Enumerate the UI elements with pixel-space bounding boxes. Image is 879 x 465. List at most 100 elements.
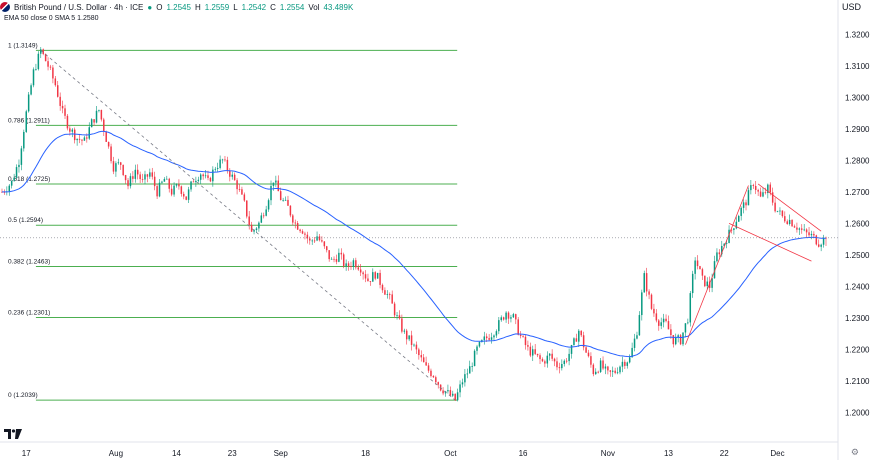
candle-body: [493, 335, 495, 338]
candle-body: [342, 254, 345, 266]
candle-body: [124, 175, 127, 181]
candle-body: [187, 189, 190, 200]
candle-body: [776, 210, 779, 212]
candle-body: [619, 366, 621, 373]
candle-body: [473, 350, 476, 367]
candle-body: [364, 274, 367, 279]
candle-body: [495, 331, 498, 336]
candle-body: [241, 189, 243, 195]
candle-body: [636, 335, 638, 339]
candle-body: [401, 318, 403, 332]
candle-body: [696, 260, 699, 267]
chart-header: British Pound / U.S. Dollar · 4h · ICE ●…: [0, 0, 353, 14]
candle-body: [454, 393, 456, 401]
high-label: H: [194, 2, 201, 12]
candle-body: [747, 190, 750, 206]
candle-body: [287, 199, 289, 206]
candle-body: [633, 338, 636, 348]
open-label: O: [156, 2, 163, 12]
candle-body: [316, 236, 318, 241]
candle-body: [510, 317, 512, 319]
candle-body: [376, 272, 379, 279]
candle-body: [628, 357, 631, 363]
candle-body: [20, 148, 23, 165]
candle-body: [587, 352, 590, 357]
candle-body: [793, 226, 796, 228]
candle-body: [389, 294, 391, 295]
candle-body: [243, 194, 246, 201]
x-tick-label: 13: [664, 449, 673, 458]
candle-body: [23, 131, 25, 149]
candle-body: [129, 176, 132, 187]
channel-lower-line: [728, 222, 812, 262]
candle-body: [517, 319, 519, 335]
candle-body: [435, 377, 437, 383]
candle-body: [76, 138, 78, 141]
candle-body: [78, 138, 81, 140]
candle-body: [721, 245, 723, 255]
candle-body: [158, 182, 161, 197]
candle-body: [40, 49, 42, 54]
candle-body: [658, 320, 660, 326]
candle-body: [25, 111, 27, 132]
candle-body: [459, 384, 461, 393]
candle-body: [37, 53, 40, 70]
candle-body: [534, 349, 536, 354]
candle-body: [393, 303, 396, 316]
candle-body: [333, 258, 335, 260]
candle-body: [202, 174, 204, 177]
candle-body: [515, 314, 517, 320]
candle-body: [90, 119, 93, 128]
x-tick-label: Oct: [444, 449, 457, 458]
candle-body: [810, 233, 813, 236]
candle-body: [478, 342, 481, 347]
candle-body: [519, 334, 522, 336]
currency-label[interactable]: USD: [841, 2, 861, 12]
candle-body: [321, 240, 323, 242]
candle-body: [246, 200, 248, 217]
candle-body: [183, 193, 185, 197]
x-tick-label: Aug: [109, 449, 123, 458]
candle-body: [81, 139, 83, 141]
candle-body: [585, 347, 587, 353]
candle-body: [573, 338, 575, 346]
candle-body: [330, 258, 333, 260]
candle-body: [558, 367, 561, 369]
candle-body: [161, 181, 163, 183]
y-tick-label: 1.3200: [845, 30, 870, 39]
x-tick-label: 23: [228, 449, 237, 458]
candle-body: [209, 177, 212, 182]
candle-body: [233, 174, 236, 181]
close-label: C: [270, 2, 276, 12]
candle-body: [546, 355, 549, 364]
settings-gear-icon[interactable]: ⚙: [850, 447, 859, 457]
candle-body: [645, 273, 648, 292]
fib-level-label: 0.382 (1.2463): [8, 259, 50, 266]
candle-body: [398, 315, 401, 319]
candle-body: [725, 242, 728, 244]
candle-body: [498, 320, 500, 332]
candle-body: [13, 177, 15, 181]
candle-body: [464, 374, 466, 383]
candle-body: [682, 332, 684, 345]
candle-body: [299, 229, 301, 232]
indicator-legend[interactable]: EMA 50 close 0 SMA 5 1.2580: [4, 15, 99, 22]
candle-body: [447, 390, 449, 392]
candle-body: [541, 359, 544, 362]
candle-body: [195, 180, 197, 183]
candle-body: [536, 353, 539, 356]
candle-body: [204, 175, 207, 177]
candle-body: [580, 330, 582, 336]
candle-body: [1, 191, 3, 193]
candle-body: [769, 184, 772, 193]
tradingview-logo[interactable]: [4, 428, 22, 442]
candle-body: [219, 159, 221, 168]
candle-body: [808, 232, 810, 236]
symbol-title[interactable]: British Pound / U.S. Dollar · 4h · ICE: [14, 2, 144, 12]
y-tick-label: 1.2100: [845, 377, 870, 386]
candle-body: [44, 53, 47, 62]
candle-body: [64, 108, 66, 116]
x-tick-label: 17: [22, 449, 31, 458]
